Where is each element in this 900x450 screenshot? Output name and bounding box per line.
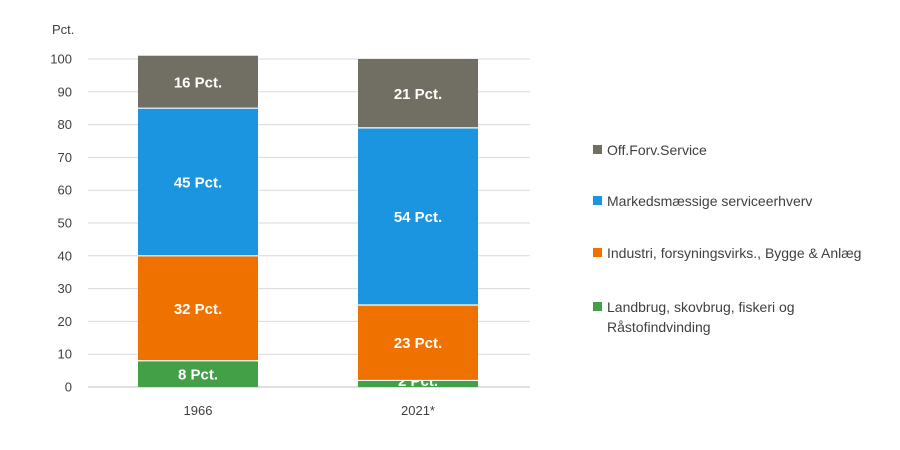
- data-label: 45 Pct.: [174, 175, 222, 192]
- legend-label: Markedsmæssige serviceerhverv: [607, 193, 813, 209]
- y-tick-label: 70: [58, 150, 72, 165]
- data-label: 8 Pct.: [178, 366, 218, 383]
- y-tick-label: 90: [58, 84, 72, 99]
- y-tick-label: 40: [58, 248, 72, 263]
- y-tick-label: 100: [50, 52, 72, 67]
- bar-segment: [138, 108, 258, 256]
- data-label: 16 Pct.: [174, 74, 222, 91]
- y-tick-label: 10: [58, 347, 72, 362]
- bar-segment: [138, 360, 258, 387]
- bar-segment: [138, 255, 258, 361]
- bar-segment: [358, 305, 478, 381]
- bars: 8 Pct.32 Pct.45 Pct.16 Pct.2 Pct.23 Pct.…: [138, 55, 478, 390]
- y-tick-label: 20: [58, 314, 72, 329]
- legend-label: Landbrug, skovbrug, fiskeri og Råstofind…: [607, 299, 795, 335]
- y-axis-ticks: 0 10 20 30 40 50 60 70 80 90 100: [50, 52, 72, 395]
- y-tick-label: 50: [58, 216, 72, 231]
- x-tick-label: 2021*: [401, 403, 435, 418]
- y-axis-unit-label: Pct.: [52, 22, 74, 37]
- data-label: 54 Pct.: [394, 209, 442, 226]
- bar-segment: [358, 59, 478, 128]
- legend-swatch: [593, 145, 602, 154]
- y-tick-label: 80: [58, 117, 72, 132]
- data-label: 32 Pct.: [174, 301, 222, 318]
- y-tick-label: 60: [58, 183, 72, 198]
- x-tick-label: 1966: [184, 403, 213, 418]
- x-axis-ticks: 1966 2021*: [184, 403, 435, 418]
- legend-swatch: [593, 196, 602, 205]
- legend-item: Industri, forsyningsvirks., Bygge & Anlæ…: [593, 243, 893, 263]
- data-label: 21 Pct.: [394, 86, 442, 103]
- legend-item: Off.Forv.Service: [593, 140, 893, 160]
- data-label: 23 Pct.: [394, 335, 442, 352]
- bar-segment: [358, 127, 478, 305]
- legend-label: Industri, forsyningsvirks., Bygge & Anlæ…: [607, 245, 862, 261]
- legend-swatch: [593, 302, 602, 311]
- legend-item: Markedsmæssige serviceerhverv: [593, 191, 893, 211]
- legend-label: Off.Forv.Service: [607, 142, 707, 158]
- legend-swatch: [593, 248, 602, 257]
- legend-item: Landbrug, skovbrug, fiskeri og Råstofind…: [593, 297, 893, 337]
- bar-segment: [138, 55, 258, 109]
- bar-segment: [358, 380, 478, 387]
- y-tick-label: 30: [58, 281, 72, 296]
- y-tick-label: 0: [65, 380, 72, 395]
